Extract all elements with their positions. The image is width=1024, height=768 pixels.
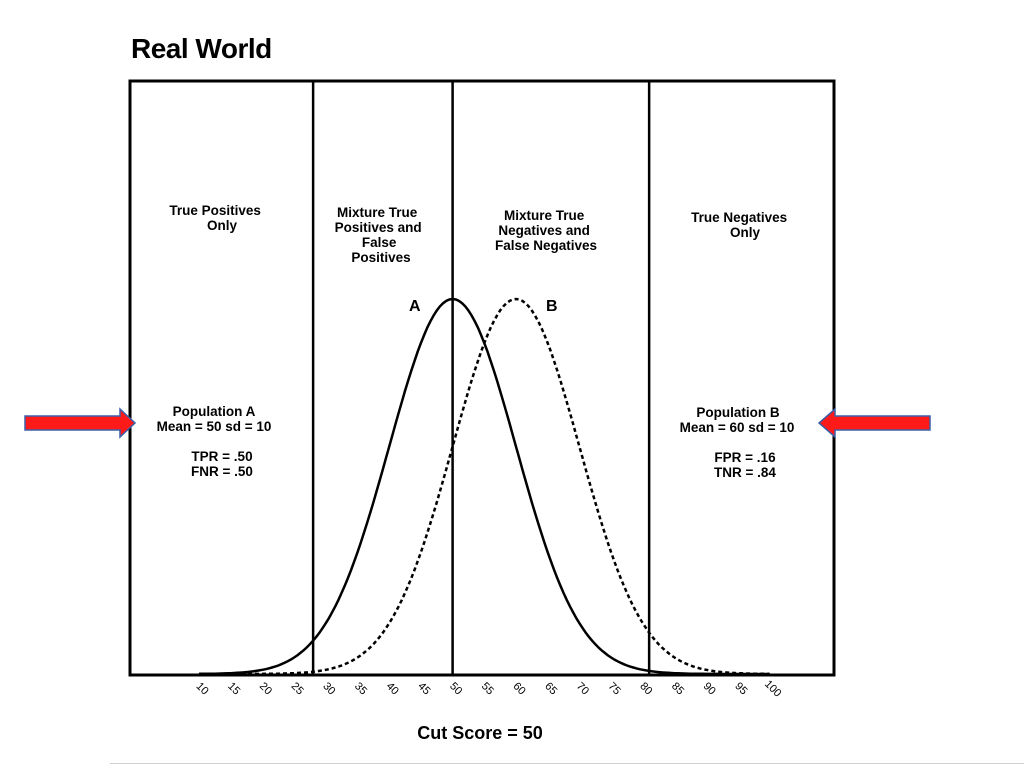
- x-tick-label: 55: [479, 680, 496, 697]
- x-tick-label: 85: [669, 680, 686, 697]
- x-tick-label: 75: [606, 680, 623, 697]
- arrow-right-icon: [24, 407, 137, 439]
- x-tick-label: 60: [511, 680, 528, 697]
- x-tick-label: 25: [289, 680, 306, 697]
- curve-label-a: A: [409, 298, 421, 315]
- x-tick-label: 40: [384, 680, 401, 697]
- population-a-title: Population A: [173, 404, 256, 419]
- x-tick-label: 90: [701, 680, 718, 697]
- x-tick-label: 50: [447, 680, 464, 697]
- x-tick-label: 65: [542, 680, 559, 697]
- x-axis-label: Cut Score = 50: [417, 723, 543, 743]
- footer-divider: [110, 763, 1024, 764]
- x-tick-label: 35: [352, 680, 369, 697]
- population-b-title: Population B: [696, 405, 779, 420]
- x-tick-label: 10: [194, 680, 211, 697]
- population-b-tnr: TNR = .84: [714, 465, 776, 480]
- x-tick-label: 15: [225, 680, 242, 697]
- x-tick-label: 80: [637, 680, 654, 697]
- region-label-mixture-positives: Mixture True Positives and False Positiv…: [335, 205, 426, 265]
- curve-population-b: [199, 297, 770, 676]
- region-label-mixture-negatives: Mixture True Negatives and False Negativ…: [495, 208, 597, 253]
- population-b-stats: Mean = 60 sd = 10: [680, 420, 795, 435]
- x-tick-label: 45: [415, 680, 432, 697]
- slide-title: Real World: [131, 33, 272, 64]
- x-tick-label: 30: [320, 680, 337, 697]
- region-label-true-positives: True Positives Only: [169, 203, 264, 233]
- curve-population-a: [198, 297, 770, 676]
- population-a-fnr: FNR = .50: [191, 464, 253, 479]
- population-b-fpr: FPR = .16: [714, 450, 776, 465]
- x-axis-ticks: 10 15 20 25 30 35 40 45 50 55 60 65 70 75 80 85 90 95 100: [194, 678, 784, 699]
- x-tick-label: 20: [257, 680, 274, 697]
- x-tick-label: 95: [732, 680, 749, 697]
- curve-label-b: B: [546, 298, 558, 315]
- x-tick-label: 70: [574, 680, 591, 697]
- population-a-stats: Mean = 50 sd = 10: [157, 419, 272, 434]
- x-tick-label: 100: [762, 678, 783, 699]
- plot-frame: [128, 79, 836, 677]
- region-label-true-negatives: True Negatives Only: [691, 210, 791, 240]
- population-a-tpr: TPR = .50: [191, 449, 252, 464]
- arrow-left-icon: [817, 407, 931, 439]
